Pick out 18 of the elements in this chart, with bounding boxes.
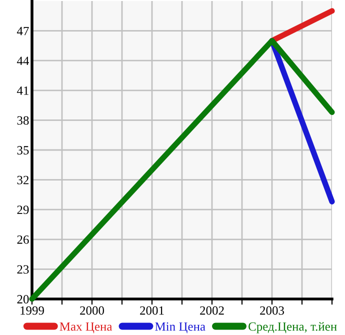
y-tick-label: 32: [17, 176, 29, 184]
y-tick-label: 41: [16, 86, 28, 95]
x-tick-label: 2002: [200, 306, 224, 315]
legend-label: Сред.Цена, т.йен: [248, 322, 337, 334]
legend-label: Min Цена: [155, 322, 206, 334]
y-tick-label: 20: [17, 295, 29, 304]
y-tick-label: 29: [17, 206, 29, 214]
legend-label: Max Цена: [60, 322, 112, 334]
y-tick-label: 26: [17, 235, 29, 244]
y-tick-label: 38: [17, 116, 29, 125]
x-tick-label: 2003: [260, 306, 284, 315]
y-tick-label: 47: [16, 26, 29, 36]
x-tick-label: 1999: [20, 306, 44, 315]
y-tick-label: 35: [17, 146, 29, 154]
y-tick-label: 44: [16, 56, 30, 65]
x-tick-label: 2000: [80, 306, 104, 315]
y-tick-label: 23: [17, 265, 29, 274]
x-tick-label: 2001: [140, 306, 164, 315]
